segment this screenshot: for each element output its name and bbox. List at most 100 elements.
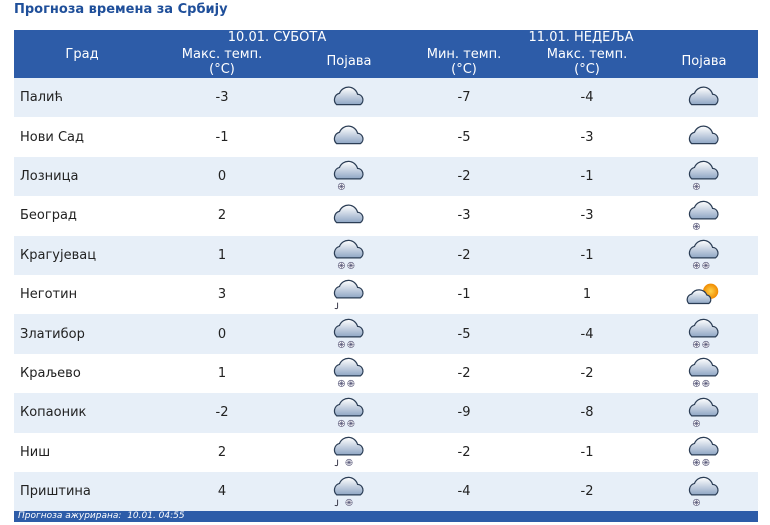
phenomenon (650, 78, 758, 118)
column-header: Појава (294, 45, 404, 78)
min-temp: -4 (404, 471, 524, 512)
max-temp: -8 (524, 393, 650, 433)
city-name: Ниш (14, 432, 150, 472)
weather-icon (685, 475, 723, 509)
phenomenon (294, 471, 404, 512)
max-temp: 2 (150, 196, 294, 236)
table-row: Крагујевац 1 -2 -1 (14, 235, 758, 275)
max-temp: -3 (524, 196, 650, 236)
phenomenon (294, 393, 404, 433)
weather-icon (330, 120, 368, 154)
min-temp: -2 (404, 353, 524, 394)
column-header: Макс. темп. (°C) (181, 46, 263, 77)
weather-icon (685, 435, 723, 469)
weather-icon (685, 81, 723, 115)
city-name: Приштина (14, 471, 150, 512)
date-header: 11.01. НЕДЕЉА (404, 30, 758, 45)
footer-value: 10.01. 04:55 (127, 511, 185, 521)
city-name: Копаоник (14, 393, 150, 433)
max-temp: -1 (524, 235, 650, 275)
max-temp: -2 (524, 471, 650, 512)
max-temp: 4 (150, 471, 294, 512)
phenomenon (294, 117, 404, 157)
phenomenon (294, 196, 404, 236)
date-header: 10.01. СУБОТА (150, 30, 404, 45)
phenomenon (294, 156, 404, 197)
table-row: Палић -3 -7 -4 (14, 78, 758, 118)
phenomenon (650, 235, 758, 275)
phenomenon (294, 353, 404, 394)
min-temp: -2 (404, 432, 524, 472)
weather-icon (685, 317, 723, 351)
phenomenon (294, 274, 404, 315)
max-temp: -4 (524, 314, 650, 354)
max-temp: 3 (150, 274, 294, 315)
max-temp: -1 (524, 156, 650, 197)
weather-icon (685, 120, 723, 154)
phenomenon (294, 235, 404, 275)
min-temp: -9 (404, 393, 524, 433)
table-row: Нови Сад -1 -5 -3 (14, 117, 758, 157)
min-temp: -3 (404, 196, 524, 236)
weather-icon (330, 356, 368, 390)
city-header: Град (14, 30, 150, 78)
column-header: Макс. темп. (°C) (546, 46, 628, 77)
city-name: Краљево (14, 353, 150, 394)
weather-icon (685, 238, 723, 272)
city-name: Златибор (14, 314, 150, 354)
column-header: Мин. темп. (°C) (426, 46, 502, 77)
table-row: Неготин 3 -1 1 (14, 274, 758, 315)
weather-icon (330, 278, 368, 312)
weather-icon (685, 396, 723, 430)
forecast-table: Град 10.01. СУБОТА 11.01. НЕДЕЉА Макс. т… (14, 30, 758, 512)
max-temp: -2 (524, 353, 650, 394)
min-temp: -7 (404, 78, 524, 118)
phenomenon (650, 196, 758, 236)
phenomenon (650, 314, 758, 354)
table-row: Краљево 1 -2 -2 (14, 353, 758, 394)
phenomenon (294, 78, 404, 118)
phenomenon (650, 471, 758, 512)
weather-icon (685, 356, 723, 390)
max-temp: -3 (524, 117, 650, 157)
city-name: Неготин (14, 274, 150, 315)
weather-icon (330, 317, 368, 351)
footer-label: Прогноза ажурирана: (18, 511, 122, 521)
column-header: Појава (650, 45, 758, 78)
max-temp: -2 (150, 393, 294, 433)
weather-icon (330, 475, 368, 509)
min-temp: -5 (404, 117, 524, 157)
weather-icon (330, 396, 368, 430)
weather-icon (685, 278, 723, 312)
city-name: Нови Сад (14, 117, 150, 157)
weather-icon (330, 199, 368, 233)
city-name: Палић (14, 78, 150, 118)
table-row: Приштина 4 -4 -2 (14, 471, 758, 512)
phenomenon (650, 156, 758, 197)
phenomenon (650, 432, 758, 472)
min-temp: -1 (404, 274, 524, 315)
max-temp: -1 (150, 117, 294, 157)
city-name: Београд (14, 196, 150, 236)
table-row: Београд 2 -3 -3 (14, 196, 758, 236)
max-temp: -3 (150, 78, 294, 118)
weather-icon (330, 238, 368, 272)
max-temp: 0 (150, 314, 294, 354)
max-temp: 1 (524, 274, 650, 315)
table-row: Копаоник -2 -9 -8 (14, 393, 758, 433)
phenomenon (650, 353, 758, 394)
max-temp: -1 (524, 432, 650, 472)
max-temp: -4 (524, 78, 650, 118)
weather-icon (330, 435, 368, 469)
city-name: Крагујевац (14, 235, 150, 275)
table-row: Златибор 0 -5 -4 (14, 314, 758, 354)
phenomenon (650, 274, 758, 315)
weather-icon (330, 159, 368, 193)
city-name: Лозница (14, 156, 150, 197)
phenomenon (650, 393, 758, 433)
phenomenon (294, 314, 404, 354)
weather-icon (685, 199, 723, 233)
max-temp: 2 (150, 432, 294, 472)
min-temp: -2 (404, 235, 524, 275)
